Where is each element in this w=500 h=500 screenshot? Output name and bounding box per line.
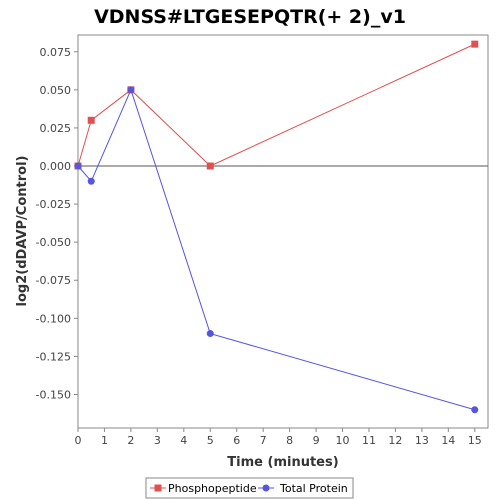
y-tick-label: 0.025 (40, 122, 72, 135)
x-tick-label: 2 (127, 434, 134, 447)
x-tick-label: 12 (388, 434, 402, 447)
data-point-phosphopeptide (471, 40, 479, 48)
y-tick-label: -0.100 (36, 312, 71, 325)
legend: Phosphopeptide Total Protein (145, 477, 354, 499)
y-axis-label: log2(dDAVP/Control) (15, 156, 30, 307)
y-tick-label: -0.125 (36, 350, 71, 363)
x-tick-label: 1 (101, 434, 108, 447)
x-tick-label: 13 (415, 434, 429, 447)
legend-label: Phosphopeptide (168, 482, 257, 495)
data-point-total-protein (87, 177, 95, 185)
x-axis-label: Time (minutes) (227, 455, 338, 470)
y-tick-label: 0.000 (40, 160, 72, 173)
plot-area (77, 34, 489, 429)
x-tick-label: 6 (233, 434, 240, 447)
y-tick-label: -0.075 (36, 274, 71, 287)
y-tick-label: -0.150 (36, 388, 71, 401)
legend-item-phosphopeptide: Phosphopeptide (150, 482, 257, 495)
data-point-phosphopeptide (87, 116, 95, 124)
x-tick-label: 10 (336, 434, 350, 447)
x-tick-label: 0 (75, 434, 82, 447)
series-total-protein (74, 86, 479, 414)
x-tick-label: 15 (468, 434, 482, 447)
chart-title: VDNSS#LTGESEPQTR(+ 2)_v1 (94, 6, 406, 28)
x-tick-label: 5 (207, 434, 214, 447)
x-tick-label: 9 (313, 434, 320, 447)
x-axis: 0 1 2 3 4 5 6 7 8 9 10 11 12 13 14 15 (75, 427, 488, 447)
y-tick-label: 0.075 (40, 46, 72, 59)
y-tick-label: -0.025 (36, 198, 71, 211)
legend-item-total-protein: Total Protein (258, 482, 348, 495)
x-tick-label: 14 (441, 434, 455, 447)
legend-box (145, 477, 354, 499)
legend-label: Total Protein (279, 482, 348, 495)
x-tick-label: 7 (260, 434, 267, 447)
x-tick-label: 11 (362, 434, 376, 447)
legend-marker (262, 484, 270, 492)
data-point-total-protein (127, 86, 135, 94)
legend-marker (154, 484, 162, 492)
data-point-total-protein (471, 406, 479, 414)
x-tick-label: 4 (180, 434, 187, 447)
y-tick-label: 0.050 (40, 84, 72, 97)
y-tick-label: -0.050 (36, 236, 71, 249)
data-point-total-protein (206, 330, 214, 338)
x-tick-label: 3 (154, 434, 161, 447)
data-point-phosphopeptide (206, 162, 214, 170)
x-tick-label: 8 (286, 434, 293, 447)
data-point-total-protein (74, 162, 82, 170)
y-axis: 0.075 0.050 0.025 0.000 -0.025 -0.050 -0.075 -0… (36, 35, 79, 428)
series-layer (74, 40, 479, 414)
